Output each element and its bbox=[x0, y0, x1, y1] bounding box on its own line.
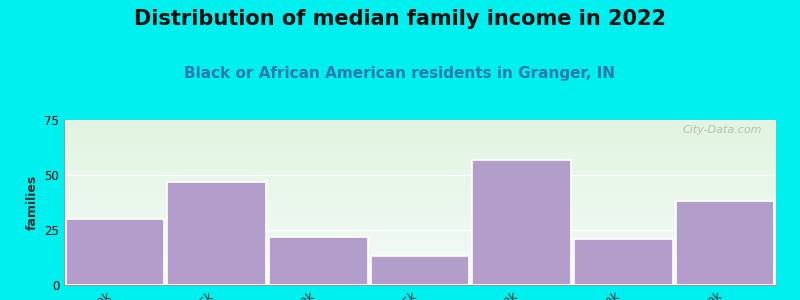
Bar bbox=[574, 239, 673, 285]
Bar bbox=[66, 219, 164, 285]
Bar bbox=[370, 256, 470, 285]
Bar bbox=[269, 237, 368, 285]
Text: Distribution of median family income in 2022: Distribution of median family income in … bbox=[134, 9, 666, 29]
Text: Black or African American residents in Granger, IN: Black or African American residents in G… bbox=[185, 66, 615, 81]
Bar bbox=[167, 182, 266, 285]
Text: City-Data.com: City-Data.com bbox=[682, 125, 762, 135]
Bar bbox=[472, 160, 571, 285]
Bar bbox=[676, 201, 774, 285]
Y-axis label: families: families bbox=[26, 175, 38, 230]
